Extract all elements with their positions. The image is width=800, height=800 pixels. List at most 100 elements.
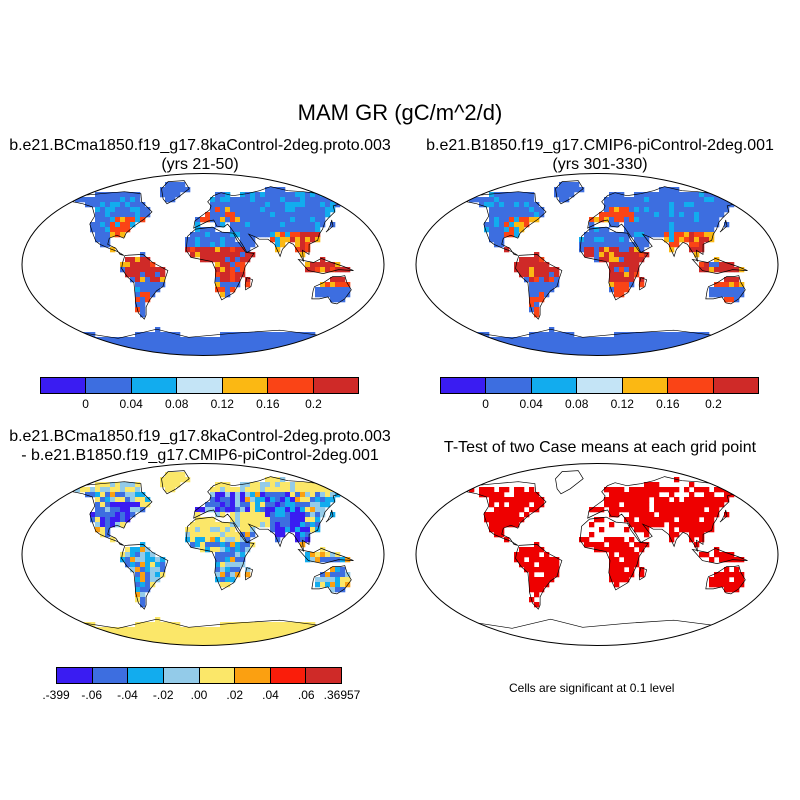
grid-cell [549,577,555,583]
grid-cell [659,217,665,223]
grid-cell [659,512,665,518]
grid-cell [644,502,650,508]
grid-cell [95,637,101,643]
grid-cell [614,497,620,503]
grid-cell [609,267,615,273]
grid-cell [130,262,136,268]
grid-cell [599,227,605,233]
grid-cell [285,482,291,488]
grid-cell [644,347,650,353]
grid-cell [135,197,141,203]
grid-cell [729,197,735,203]
grid-cell [315,497,321,503]
grid-cell [489,527,495,533]
grid-cell [85,632,91,638]
grid-cell [145,632,151,638]
grid-cell [125,197,131,203]
grid-cell [95,222,101,228]
grid-cell [679,352,685,356]
grid-cell [200,217,206,223]
coastline-indonesia [691,548,748,564]
grid-cell [714,197,720,203]
grid-cell [240,512,246,518]
grid-cell [110,497,116,503]
grid-cell [639,497,645,503]
grid-cell [260,497,266,503]
grid-cell [140,587,146,593]
grid-cell [190,237,196,243]
grid-cell [514,262,520,268]
grid-cell [155,342,161,348]
grid-cell [609,272,615,278]
grid-cell [100,522,106,528]
grid-cell [140,592,146,598]
grid-cell [684,222,690,228]
grid-cell [305,532,311,538]
grid-cell [669,332,675,338]
grid-cell [614,342,620,348]
grid-cell [245,627,251,633]
grid-cell [275,197,281,203]
grid-cell [130,547,136,553]
grid-cell [714,217,720,223]
grid-cell [245,337,251,343]
grid-cell [195,537,201,543]
grid-cell [639,277,645,283]
grid-cell [300,207,306,213]
grid-cell [679,207,685,213]
grid-cell [474,337,480,343]
grid-cell [240,527,246,533]
grid-cell [240,522,246,528]
grid-cell [639,232,645,238]
grid-cell [305,512,311,518]
grid-cell [539,332,545,338]
grid-cell [300,502,306,508]
grid-cell [125,227,131,233]
grid-cell [639,492,645,498]
grid-cell [185,637,191,643]
grid-cell [155,577,161,583]
grid-cell [544,577,550,583]
grid-cell [489,237,495,243]
grid-cell [215,272,221,278]
grid-cell [220,502,226,508]
grid-cell [325,262,331,268]
grid-cell [175,182,181,188]
grid-cell [265,642,271,646]
grid-cell [584,337,590,343]
grid-cell [245,517,251,523]
grid-cell [669,492,675,498]
grid-cell [205,352,211,356]
grid-cell [669,197,675,203]
grid-cell [709,287,715,293]
grid-cell [135,297,141,303]
coastline-madagascar [638,277,648,291]
grid-cell [549,272,555,278]
grid-cell [100,342,106,348]
grid-cell [654,497,660,503]
grid-cell [215,522,221,528]
grid-cell [185,642,191,646]
grid-cell [489,487,495,493]
grid-cell [574,352,580,356]
grid-cell [105,192,111,198]
grid-cell [125,547,131,553]
grid-cell [669,532,675,538]
grid-cell [290,527,296,533]
grid-cell [534,547,540,553]
grid-cell [135,292,141,298]
grid-cell [255,492,261,498]
grid-cell [245,282,251,288]
grid-cell [185,242,191,248]
grid-cell [135,277,141,283]
grid-cell [170,632,176,638]
grid-cell [255,222,261,228]
coastline-africa [185,226,255,301]
grid-cell [599,547,605,553]
grid-cell [260,627,266,633]
grid-cell [230,197,236,203]
grid-cell [235,567,241,573]
grid-cell [160,477,166,483]
grid-cell [225,572,231,578]
grid-cell [479,487,485,493]
